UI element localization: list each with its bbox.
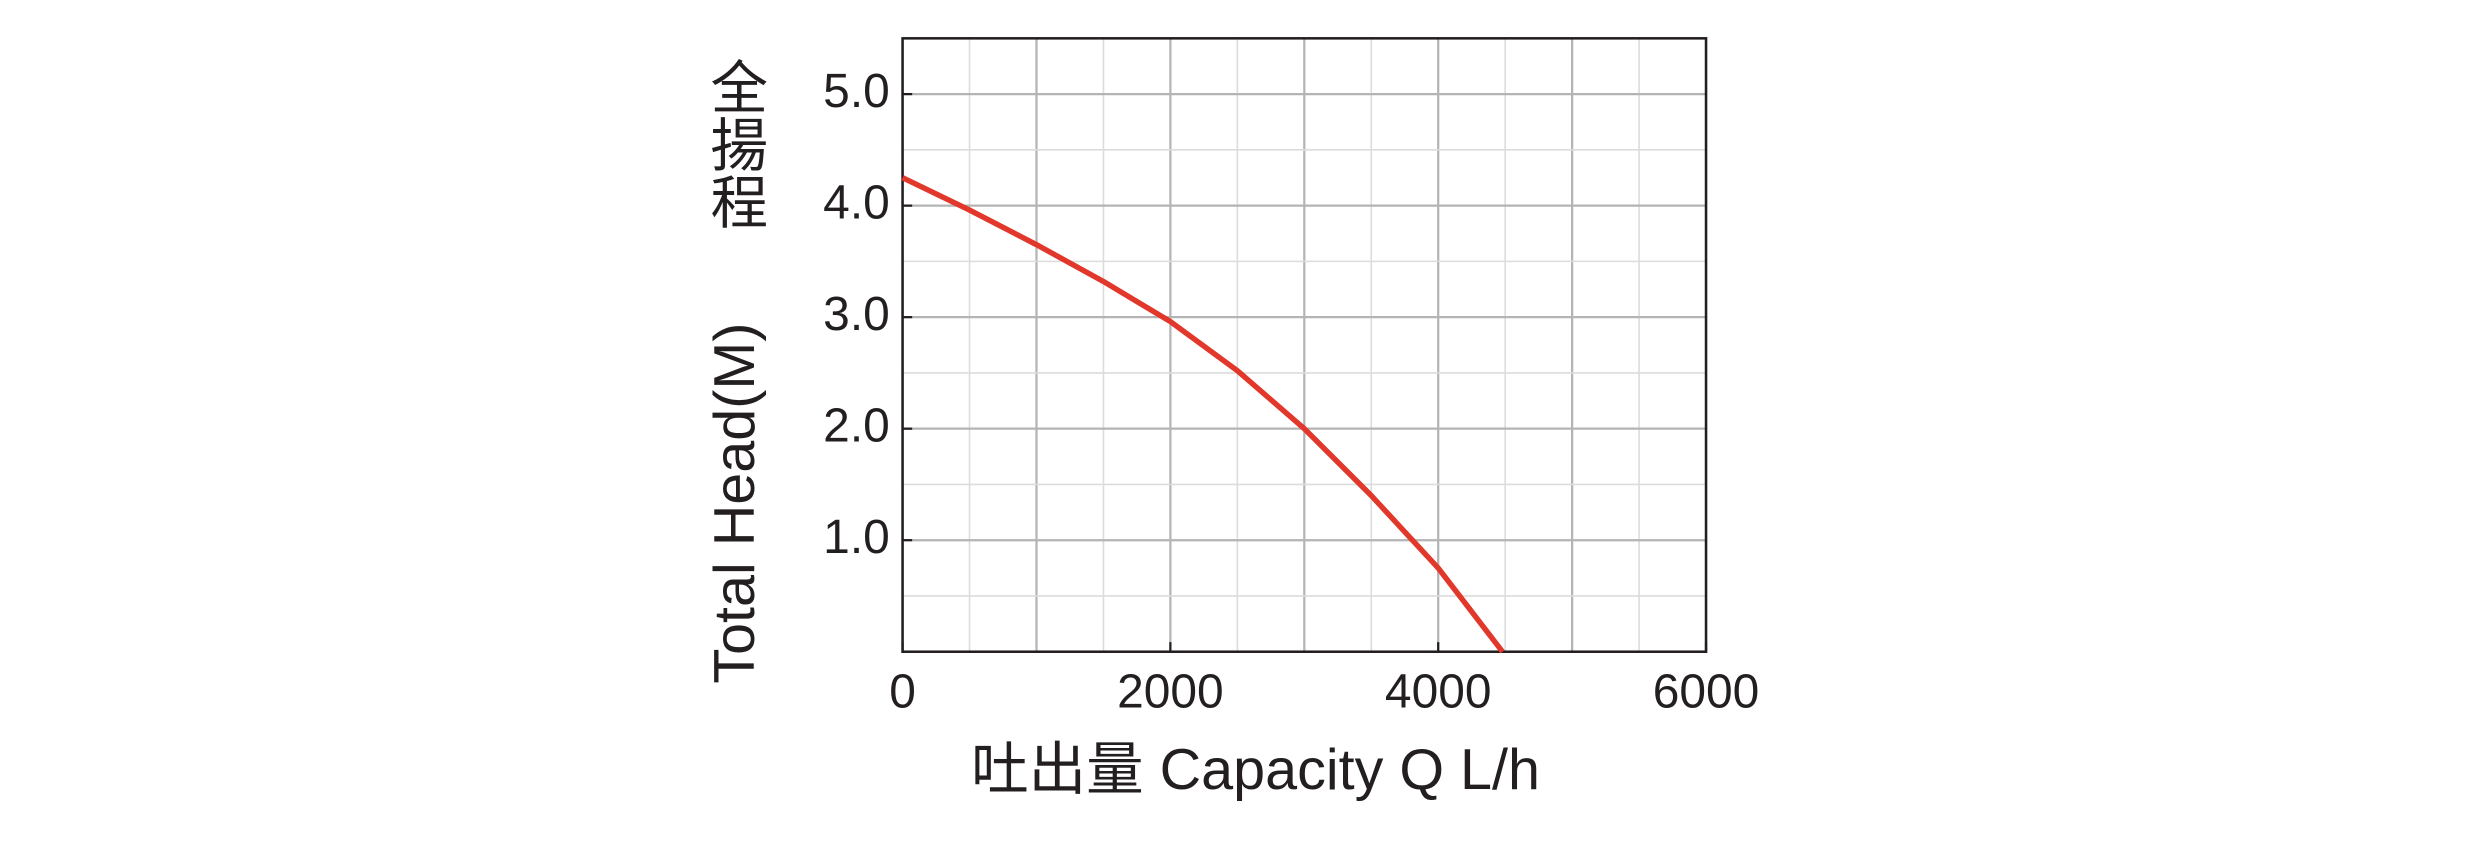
y-axis-label: Total Head(M): [703, 323, 767, 684]
x-tick-label: 0: [889, 666, 916, 719]
x-tick-label: 6000: [1653, 666, 1760, 719]
y-tick-label: 4.0: [823, 176, 890, 229]
y-tick-label: 3.0: [823, 288, 890, 341]
y-axis-label-cjk: 全揚程: [701, 58, 767, 230]
series-line: [901, 175, 1505, 654]
plot-frame: [901, 37, 1708, 653]
y-tick-label: 2.0: [823, 399, 890, 452]
x-tick-label: 4000: [1385, 666, 1492, 719]
x-tick-label: 2000: [1117, 666, 1224, 719]
y-tick-label: 5.0: [823, 65, 890, 118]
y-tick-label: 1.0: [823, 511, 890, 564]
x-axis-label: 吐出量 Capacity Q L/h: [971, 738, 1540, 802]
